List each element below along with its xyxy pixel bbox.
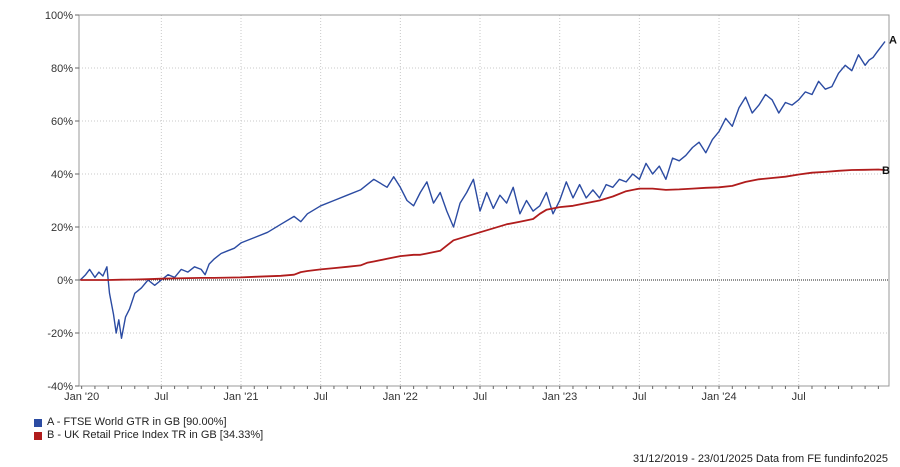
x-tick-label: Jul [154,391,168,403]
y-tick-label: 0% [57,275,73,287]
legend-label-b: B - UK Retail Price Index TR in GB [34.3… [47,429,264,441]
y-tick-label: 20% [51,222,73,234]
legend-label-a: A - FTSE World GTR in GB [90.00%] [47,416,227,428]
series-end-label-b: B [882,165,890,177]
series-line-b [80,168,886,281]
legend: A - FTSE World GTR in GB [90.00%] B - UK… [34,416,263,442]
x-tick-label: Jan '23 [542,391,577,403]
y-axis: -40% -20% 0% 20% 40% 60% 80% 100% [45,10,79,393]
series-line-a [79,41,886,339]
y-tick-label: -40% [47,381,73,393]
x-axis: Jan '20 Jul Jan '21 Jul Jan '22 Jul Jan '23 Jul… [64,386,879,403]
y-tick-label: 40% [51,169,73,181]
line-chart: Jan '20 Jul Jan '21 Jul Jan '22 Jul Jan '23 Jul… [45,10,897,403]
legend-item-a: A - FTSE World GTR in GB [90.00%] [34,416,263,429]
x-tick-label: Jan '21 [223,391,258,403]
legend-swatch-a [34,418,42,427]
plot-frame [78,14,890,387]
y-tick-label: 60% [51,116,73,128]
y-tick-label: 80% [51,63,73,75]
x-tick-label: Jan '24 [701,391,736,403]
y-tick-label: -20% [47,328,73,340]
gridlines [79,14,889,387]
legend-item-b: B - UK Retail Price Index TR in GB [34.3… [34,429,263,442]
x-tick-label: Jan '22 [383,391,418,403]
x-tick-label: Jul [632,391,646,403]
y-tick-label: 100% [45,10,73,22]
x-tick-label: Jan '20 [64,391,99,403]
x-tick-label: Jul [473,391,487,403]
x-tick-label: Jul [314,391,328,403]
x-tick-label: Jul [792,391,806,403]
series-end-label-a: A [889,35,897,47]
footer-source: 31/12/2019 - 23/01/2025 Data from FE fun… [632,453,888,465]
legend-swatch-b [34,431,42,440]
series-lines: AB [79,35,897,339]
